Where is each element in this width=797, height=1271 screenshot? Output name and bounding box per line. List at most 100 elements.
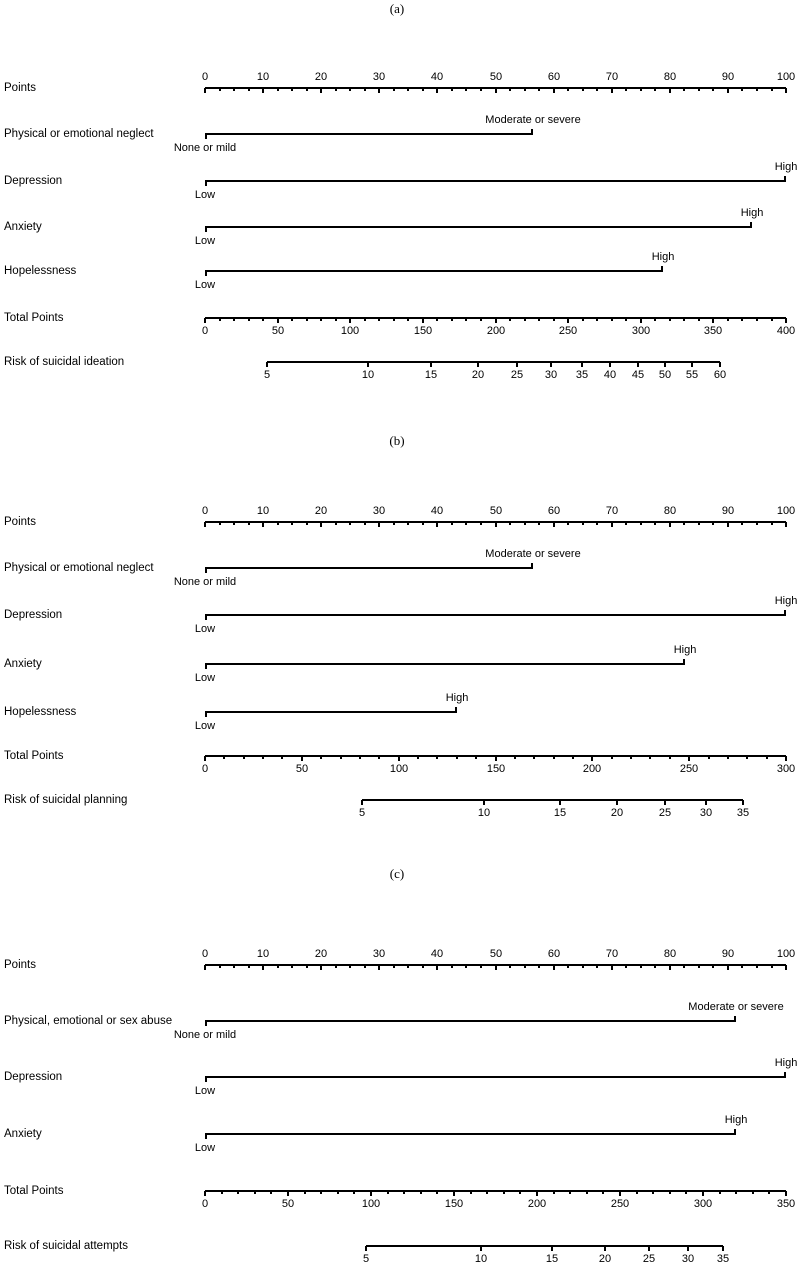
axis-minor-tick <box>262 756 264 759</box>
range-start-label: Low <box>194 1085 216 1097</box>
axis-minor-tick <box>393 88 395 91</box>
axis-minor-tick <box>553 756 555 759</box>
axis-tick <box>719 362 721 367</box>
axis-tick <box>785 522 787 527</box>
axis-minor-tick <box>451 88 453 91</box>
range-line <box>205 614 786 616</box>
axis-minor-tick <box>683 522 685 525</box>
axis-minor-tick <box>417 756 419 759</box>
axis-minor-tick <box>741 965 743 968</box>
range-end-tick <box>531 129 533 134</box>
axis-minor-tick <box>756 88 758 91</box>
axis-minor-tick <box>698 965 700 968</box>
row-label: Physical or emotional neglect <box>4 562 154 574</box>
axis-tick <box>619 1191 621 1196</box>
range-line <box>205 663 685 665</box>
axis-tick-label: 80 <box>663 505 677 517</box>
axis-tick <box>262 88 264 93</box>
panel-title: (a) <box>389 1 405 16</box>
axis-tick-label: 80 <box>663 71 677 83</box>
axis-minor-tick <box>277 522 279 525</box>
axis-tick <box>664 362 666 367</box>
axis-minor-tick <box>524 88 526 91</box>
axis-tick-label: 300 <box>693 1198 713 1210</box>
range-end-tick <box>734 1129 736 1134</box>
row-label: Physical or emotional neglect <box>4 128 154 140</box>
range-start-label: None or mild <box>173 576 237 588</box>
axis-tick-label: 30 <box>372 505 386 517</box>
axis-tick-label: 100 <box>776 948 796 960</box>
axis-tick-label: 350 <box>703 325 723 337</box>
axis-tick-label: 50 <box>489 505 503 517</box>
axis-minor-tick <box>582 318 584 321</box>
axis-minor-tick <box>378 756 380 759</box>
axis-minor-tick <box>281 756 283 759</box>
axis-minor-tick <box>538 88 540 91</box>
axis-minor-tick <box>685 1191 687 1194</box>
axis-tick <box>640 318 642 323</box>
axis-tick-label: 20 <box>471 369 485 381</box>
axis-tick <box>591 756 593 761</box>
axis-tick <box>365 1246 367 1251</box>
axis-minor-tick <box>393 522 395 525</box>
range-start-tick <box>205 615 207 620</box>
axis-minor-tick <box>364 965 366 968</box>
axis-tick <box>367 362 369 367</box>
axis-minor-tick <box>291 318 293 321</box>
range-end-tick <box>661 266 663 271</box>
axis-minor-tick <box>567 522 569 525</box>
axis-minor-tick <box>567 965 569 968</box>
axis-minor-tick <box>270 1191 272 1194</box>
range-line <box>205 1133 736 1135</box>
axis-minor-tick <box>291 522 293 525</box>
axis-minor-tick <box>503 1191 505 1194</box>
axis-minor-tick <box>407 88 409 91</box>
axis-minor-tick <box>407 965 409 968</box>
axis-minor-tick <box>353 1191 355 1194</box>
axis-minor-tick <box>233 318 235 321</box>
axis-tick-label: 0 <box>201 325 209 337</box>
range-line <box>205 1076 786 1078</box>
axis-tick-label: 200 <box>582 763 602 775</box>
axis-minor-tick <box>630 756 632 759</box>
axis-minor-tick <box>349 522 351 525</box>
range-line <box>205 270 663 272</box>
axis-tick <box>204 756 206 761</box>
axis-tick-label: 90 <box>721 948 735 960</box>
axis-minor-tick <box>509 318 511 321</box>
range-start-label: None or mild <box>173 1029 237 1041</box>
axis-tick-label: 5 <box>358 807 366 819</box>
axis-tick-label: 0 <box>201 948 209 960</box>
axis-tick <box>691 362 693 367</box>
axis-minor-tick <box>586 1191 588 1194</box>
axis-tick <box>727 522 729 527</box>
axis-minor-tick <box>746 756 748 759</box>
axis-minor-tick <box>538 318 540 321</box>
axis-tick <box>785 965 787 970</box>
axis-minor-tick <box>756 522 758 525</box>
range-end-tick <box>750 222 752 227</box>
range-end-tick <box>683 659 685 664</box>
range-end-label: High <box>445 692 469 704</box>
axis-minor-tick <box>553 318 555 321</box>
axis-tick-label: 150 <box>444 1198 464 1210</box>
row-label: Risk of suicidal ideation <box>4 356 125 368</box>
axis-minor-tick <box>771 88 773 91</box>
axis-tick-label: 400 <box>776 325 796 337</box>
axis-minor-tick <box>451 318 453 321</box>
axis-tick <box>785 318 787 323</box>
axis-tick-label: 0 <box>201 1198 209 1210</box>
axis-minor-tick <box>652 1191 654 1194</box>
axis-minor-tick <box>243 756 245 759</box>
axis-tick-label: 20 <box>314 71 328 83</box>
axis-tick <box>722 1246 724 1251</box>
axis-tick <box>361 800 363 805</box>
range-start-tick <box>205 1077 207 1082</box>
axis-minor-tick <box>378 318 380 321</box>
axis-minor-tick <box>708 756 710 759</box>
range-end-label: High <box>774 595 797 607</box>
axis-tick-label: 200 <box>527 1198 547 1210</box>
axis-tick-label: 100 <box>340 325 360 337</box>
range-start-tick <box>205 1021 207 1026</box>
axis-minor-tick <box>233 88 235 91</box>
